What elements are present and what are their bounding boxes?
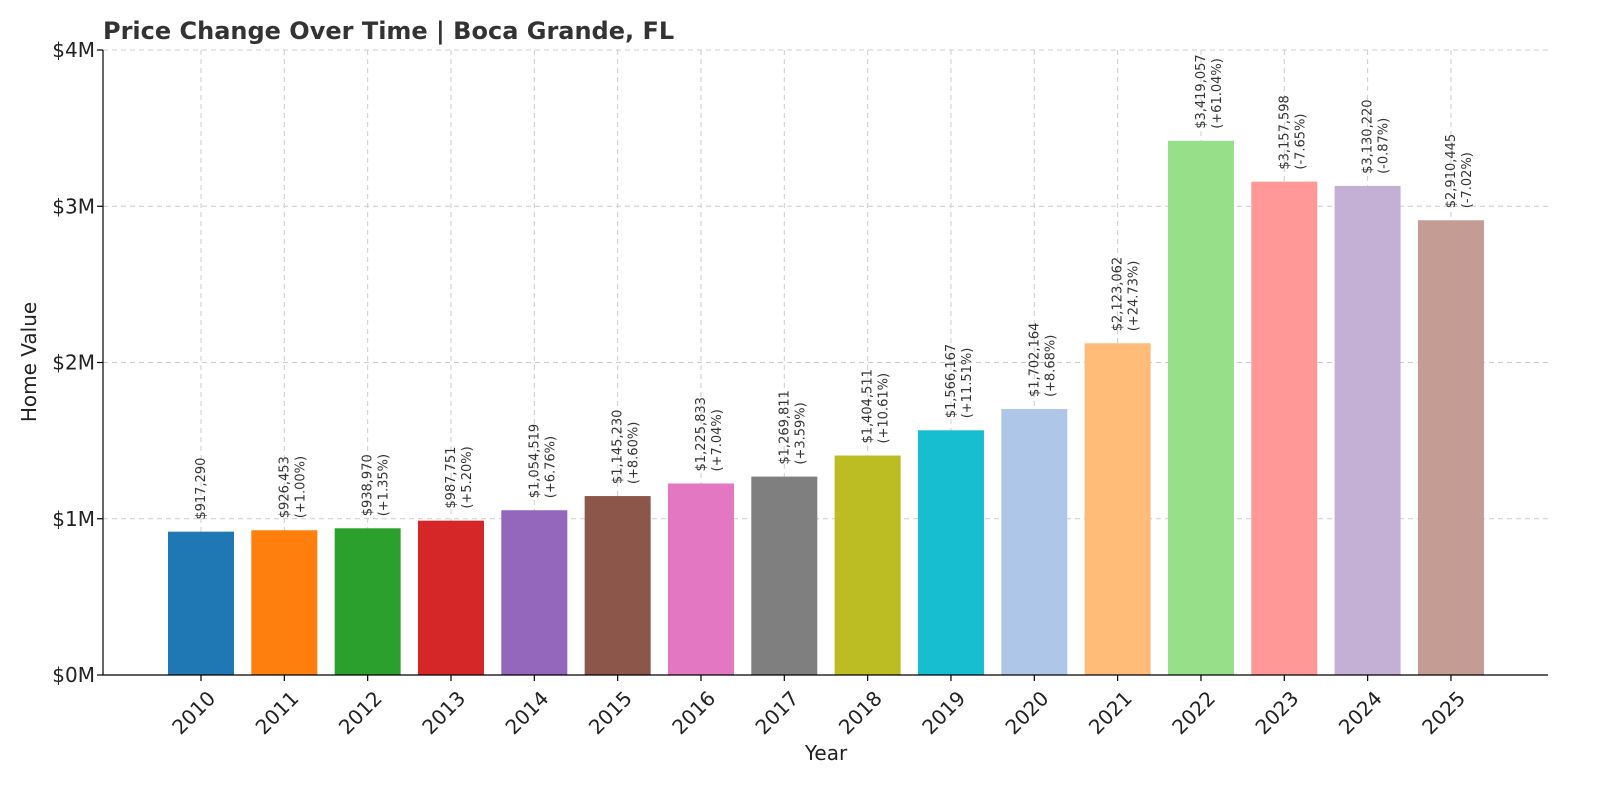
y-tick-label: $1M xyxy=(52,507,95,531)
change-label: (+6.76%) xyxy=(543,436,558,498)
value-label: $3,130,220 xyxy=(1361,99,1376,173)
x-tick-label: 2012 xyxy=(334,686,387,739)
value-label: $938,970 xyxy=(361,454,376,516)
chart-title: Price Change Over Time | Boca Grande, FL xyxy=(103,17,674,45)
value-label: $1,566,167 xyxy=(944,344,959,418)
change-label: (+8.68%) xyxy=(1043,335,1058,397)
y-tick-label: $3M xyxy=(52,194,95,218)
bar-2010 xyxy=(168,531,234,675)
change-label: (+7.04%) xyxy=(710,409,725,471)
bar-2024 xyxy=(1334,185,1401,675)
bar-2019 xyxy=(917,430,984,675)
x-tick-label: 2013 xyxy=(417,686,470,739)
x-tick-label: 2020 xyxy=(1000,686,1053,739)
x-tick-label: 2019 xyxy=(917,686,970,739)
x-tick-label: 2016 xyxy=(667,686,720,739)
change-label: (+1.35%) xyxy=(377,454,392,516)
value-label: $1,145,230 xyxy=(611,410,626,484)
change-label: (+5.20%) xyxy=(460,446,475,508)
grid xyxy=(97,49,1548,676)
x-tick-label: 2014 xyxy=(500,686,553,739)
bar-2018 xyxy=(834,455,901,675)
value-label: $2,910,445 xyxy=(1444,134,1459,208)
change-label: (+61.04%) xyxy=(1210,58,1225,129)
bar-2022 xyxy=(1167,140,1234,675)
value-label: $2,123,062 xyxy=(1111,257,1126,331)
change-label: (+8.60%) xyxy=(627,422,642,484)
value-label: $1,702,164 xyxy=(1027,323,1042,397)
x-tick-label: 2021 xyxy=(1084,686,1137,739)
data-labels: $917,290 $926,453 (+1.00%) $938,970 (+1.35%)… xyxy=(194,54,1475,519)
x-tick-label: 2024 xyxy=(1334,686,1387,739)
y-axis-label: Home Value xyxy=(17,302,41,422)
x-tick-label: 2017 xyxy=(750,686,803,739)
x-tick-label: 2010 xyxy=(167,686,220,739)
bar-2014 xyxy=(501,510,568,675)
change-label: (+3.59%) xyxy=(793,402,808,464)
x-tick-label: 2015 xyxy=(584,686,637,739)
y-tick-label: $0M xyxy=(52,663,95,687)
value-label: $917,290 xyxy=(194,458,209,520)
bar-2017 xyxy=(751,476,818,675)
change-label: (+1.00%) xyxy=(293,456,308,518)
bar-2023 xyxy=(1251,181,1318,675)
value-label: $1,054,519 xyxy=(527,424,542,498)
change-label: (+11.51%) xyxy=(960,348,975,419)
change-label: (-0.87%) xyxy=(1377,118,1392,174)
bars xyxy=(168,140,1484,675)
y-tick-labels: $0M $1M $2M $3M $4M xyxy=(52,38,95,687)
value-label: $3,157,598 xyxy=(1277,95,1292,169)
x-tick-label: 2011 xyxy=(251,686,304,739)
bar-2020 xyxy=(1001,409,1068,675)
bar-2015 xyxy=(584,496,651,675)
y-tick-label: $2M xyxy=(52,351,95,375)
value-label: $987,751 xyxy=(444,447,459,509)
y-tick-label: $4M xyxy=(52,38,95,62)
axes xyxy=(102,50,1548,676)
x-tick-label: 2018 xyxy=(834,686,887,739)
x-axis-label: Year xyxy=(804,741,848,765)
bar-2021 xyxy=(1084,343,1151,675)
value-label: $1,269,811 xyxy=(777,390,792,464)
x-tick-label: 2023 xyxy=(1250,686,1303,739)
bar-2016 xyxy=(667,483,734,675)
value-label: $3,419,057 xyxy=(1194,54,1209,128)
bar-2011 xyxy=(251,530,318,675)
change-label: (-7.65%) xyxy=(1293,113,1308,169)
value-label: $1,404,511 xyxy=(861,369,876,443)
bar-2012 xyxy=(334,528,401,675)
bar-2025 xyxy=(1417,220,1484,675)
value-label: $1,225,833 xyxy=(694,397,709,471)
value-label: $926,453 xyxy=(277,456,292,518)
change-label: (+24.73%) xyxy=(1127,261,1142,332)
x-tick-label: 2025 xyxy=(1417,686,1470,739)
bar-2013 xyxy=(417,520,484,675)
change-label: (+10.61%) xyxy=(877,373,892,444)
x-tick-label: 2022 xyxy=(1167,686,1220,739)
x-tick-labels: 2010 2011 2012 2013 2014 2015 2016 2017 2018 2019… xyxy=(167,675,1470,739)
change-label: (-7.02%) xyxy=(1460,152,1475,208)
